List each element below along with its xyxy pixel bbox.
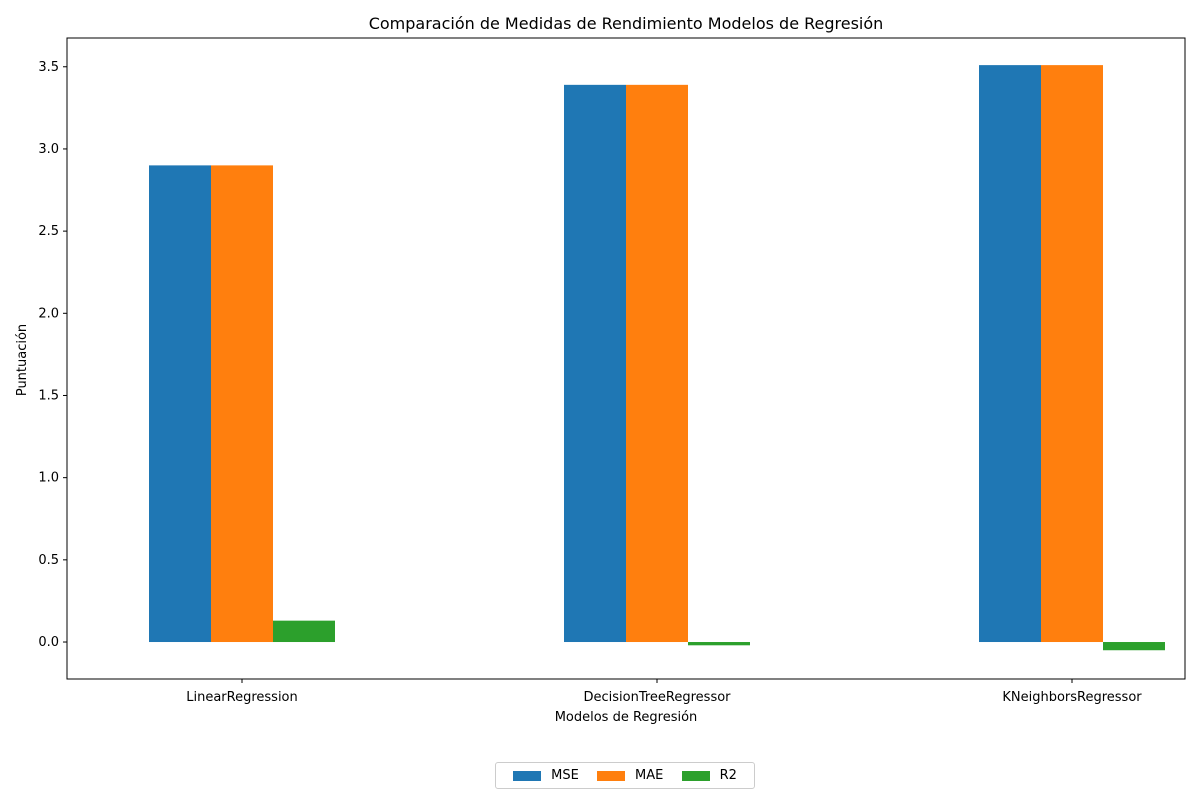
bar-mse-decisiontreeregressor bbox=[564, 84, 626, 643]
legend-label-mse: MSE bbox=[551, 768, 579, 783]
legend-swatch-r2 bbox=[681, 770, 710, 781]
bar-mse-kneighborsregressor bbox=[979, 65, 1041, 643]
y-tick-label: 2.0 bbox=[38, 306, 59, 321]
bar-mse-linearregression bbox=[149, 165, 211, 643]
legend-item-mse: MSE bbox=[513, 768, 579, 783]
legend-item-mae: MAE bbox=[597, 768, 663, 783]
y-tick-label: 1.0 bbox=[38, 471, 59, 486]
bar-r2-linearregression bbox=[273, 620, 335, 643]
y-tick-label: 0.5 bbox=[38, 553, 59, 568]
bar-mae-decisiontreeregressor bbox=[626, 84, 688, 643]
x-axis: LinearRegression DecisionTreeRegressor KNe… bbox=[186, 679, 1142, 705]
y-tick-label: 1.5 bbox=[38, 388, 59, 403]
legend: MSE MAE R2 bbox=[495, 762, 755, 789]
x-tick-label: DecisionTreeRegressor bbox=[583, 690, 731, 705]
y-axis-label: Puntuación bbox=[15, 324, 30, 396]
bars-group bbox=[149, 65, 1165, 651]
legend-label-r2: R2 bbox=[719, 768, 737, 783]
y-axis: 0.0 0.5 1.0 1.5 2.0 2.5 3.0 3.5 bbox=[38, 60, 67, 650]
chart-title: Comparación de Medidas de Rendimiento Mo… bbox=[369, 14, 884, 33]
x-axis-label: Modelos de Regresión bbox=[555, 710, 698, 725]
legend-item-r2: R2 bbox=[681, 768, 737, 783]
bar-r2-kneighborsregressor bbox=[1103, 642, 1165, 651]
bar-mae-linearregression bbox=[211, 165, 273, 643]
y-tick-label: 0.0 bbox=[38, 635, 59, 650]
bar-r2-decisiontreeregressor bbox=[688, 642, 750, 646]
plot-frame bbox=[66, 37, 1186, 680]
bar-mae-kneighborsregressor bbox=[1041, 65, 1103, 643]
x-tick-label: LinearRegression bbox=[186, 690, 298, 705]
legend-swatch-mse bbox=[513, 770, 542, 781]
y-tick-label: 3.5 bbox=[38, 60, 59, 75]
y-tick-label: 3.0 bbox=[38, 142, 59, 157]
legend-swatch-mae bbox=[597, 770, 626, 781]
legend-label-mae: MAE bbox=[635, 768, 664, 783]
y-tick-label: 2.5 bbox=[38, 224, 59, 239]
x-tick-label: KNeighborsRegressor bbox=[1002, 690, 1142, 705]
